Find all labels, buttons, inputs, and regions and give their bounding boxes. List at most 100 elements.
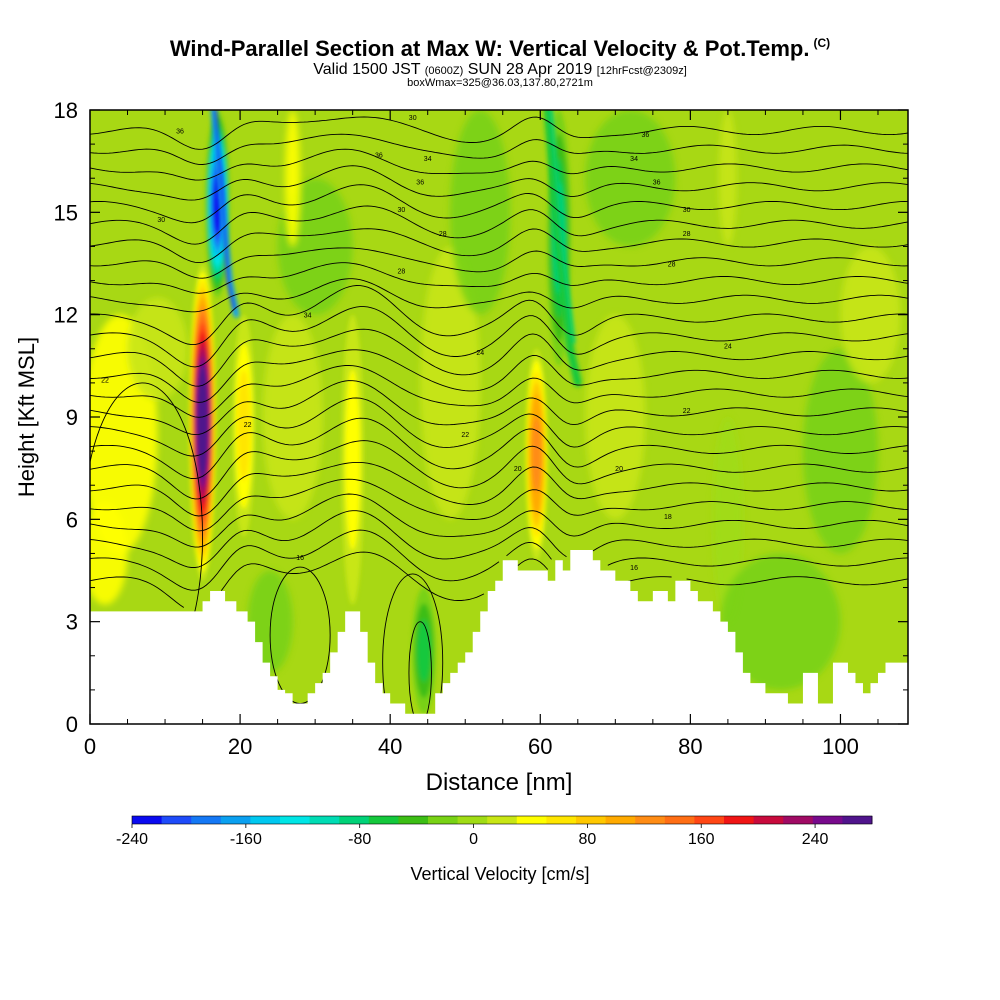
- updraft-contour: [197, 373, 208, 471]
- isentrope-line: [90, 306, 908, 368]
- isentrope-label: 28: [683, 231, 691, 238]
- field-patch: [285, 110, 301, 247]
- isentrope-label: 34: [424, 156, 432, 163]
- isentrope-label: 28: [398, 268, 406, 275]
- colorbar-swatch: [280, 816, 311, 824]
- isentrope-line: [90, 133, 908, 165]
- isentrope-label: 28: [439, 231, 447, 238]
- isentrope-closed: [382, 573, 444, 724]
- y-tick-label: 9: [66, 405, 78, 430]
- isentrope-line: [90, 349, 908, 403]
- isentrope-line: [90, 285, 908, 346]
- field-patch: [718, 110, 737, 247]
- isentrope-line: [90, 184, 908, 224]
- valid-utc: (0600Z): [424, 65, 464, 77]
- box-info: boxWmax=325@36.03,137.80,2721m: [407, 77, 593, 89]
- isentrope-line: [90, 397, 908, 457]
- isentrope-label: 22: [683, 408, 691, 415]
- colorbar-swatch: [724, 816, 755, 824]
- colorbar-swatch: [842, 816, 873, 824]
- chart-title-unit: (C): [813, 36, 831, 50]
- isentrope-line: [90, 461, 908, 517]
- colorbar: -240 -160 -80 0 80 160 240: [116, 815, 873, 848]
- isentrope-line: [90, 551, 908, 608]
- field-patch: [720, 553, 841, 690]
- field-patch: [127, 297, 188, 400]
- y-tick-label: 12: [54, 303, 78, 328]
- x-tick-label: 0: [84, 734, 96, 759]
- colorbar-swatch: [339, 816, 370, 824]
- colorbar-swatch: [368, 816, 399, 824]
- colorbar-swatch: [546, 816, 577, 824]
- x-tick-label: 20: [228, 734, 252, 759]
- colorbar-tick-label: -240: [116, 831, 148, 848]
- colorbar-swatch: [516, 816, 547, 824]
- isentrope-label: 36: [375, 152, 383, 159]
- x-tick-label: 60: [528, 734, 552, 759]
- valid-time: Valid 1500 JST: [313, 61, 421, 78]
- x-tick-label: 80: [678, 734, 702, 759]
- isentrope-line: [90, 205, 908, 245]
- colorbar-swatch: [398, 816, 429, 824]
- colorbar-swatch: [487, 816, 518, 824]
- colorbar-tick-label: 160: [688, 831, 715, 848]
- field-patch: [262, 314, 323, 520]
- colorbar-swatch: [664, 816, 695, 824]
- chart-title: Wind-Parallel Section at Max W: Vertical…: [0, 36, 1000, 62]
- isentrope-label: 30: [157, 217, 165, 224]
- downdraft-band: [550, 110, 576, 344]
- colorbar-swatch: [753, 816, 784, 824]
- chart-title-text: Wind-Parallel Section at Max W: Vertical…: [169, 36, 810, 61]
- isentrope-line: [90, 493, 908, 548]
- field-patch: [585, 110, 676, 247]
- downdraft-band: [214, 110, 236, 310]
- isentrope-label: 24: [724, 343, 732, 350]
- isentrope-label: 16: [630, 565, 638, 572]
- y-tick-label: 15: [54, 200, 78, 225]
- isentrope-label: 34: [304, 313, 312, 320]
- field-patch: [90, 502, 128, 605]
- isentrope-label: 36: [176, 128, 184, 135]
- y-tick-label: 6: [66, 507, 78, 532]
- isentrope-label: 28: [668, 262, 676, 269]
- field-patch: [450, 110, 511, 315]
- field-patch: [712, 416, 743, 622]
- isentrope-line: [90, 165, 908, 201]
- isentrope-label: 20: [514, 466, 522, 473]
- isentrope-label: 30: [409, 115, 417, 122]
- colorbar-tick-label: -80: [348, 831, 371, 848]
- isentrope-label: 36: [641, 132, 649, 139]
- field-smooth-layer: [90, 110, 901, 690]
- colorbar-swatch: [605, 816, 636, 824]
- y-tick-label: 18: [54, 98, 78, 123]
- isentrope-label: 36: [653, 180, 661, 187]
- isentrope-line: [90, 417, 908, 480]
- colorbar-label: Vertical Velocity [cm/s]: [410, 864, 589, 884]
- colorbar-swatch: [250, 816, 281, 824]
- isentrope-label: 30: [398, 207, 406, 214]
- forecast-info: [12hrFcst@2309z]: [596, 65, 687, 77]
- terrain: [90, 550, 908, 724]
- x-tick-label: 40: [378, 734, 402, 759]
- isentrope-label: 18: [664, 514, 672, 521]
- field-patch: [420, 246, 481, 520]
- colorbar-swatch: [783, 816, 814, 824]
- isentrope-line: [90, 365, 908, 418]
- isentrope-label: 30: [683, 207, 691, 214]
- colorbar-swatch: [694, 816, 725, 824]
- colorbar-tick-label: 80: [578, 831, 596, 848]
- colorbar-tick-label: 240: [802, 831, 829, 848]
- isentrope-line: [90, 148, 908, 181]
- isentrope-line: [90, 328, 908, 387]
- isentrope-line: [90, 116, 908, 150]
- colorbar-swatch: [428, 816, 459, 824]
- colorbar-swatch: [635, 816, 666, 824]
- isentrope-line: [90, 380, 908, 436]
- isentrope-line: [90, 510, 908, 568]
- isentrope-label: 22: [101, 377, 109, 384]
- isentrope-label: 22: [461, 432, 469, 439]
- isentrope-line: [90, 262, 908, 294]
- valid-date: SUN 28 Apr 2019: [467, 61, 593, 78]
- colorbar-swatch: [220, 816, 251, 824]
- x-axis-label: Distance [nm]: [426, 769, 573, 796]
